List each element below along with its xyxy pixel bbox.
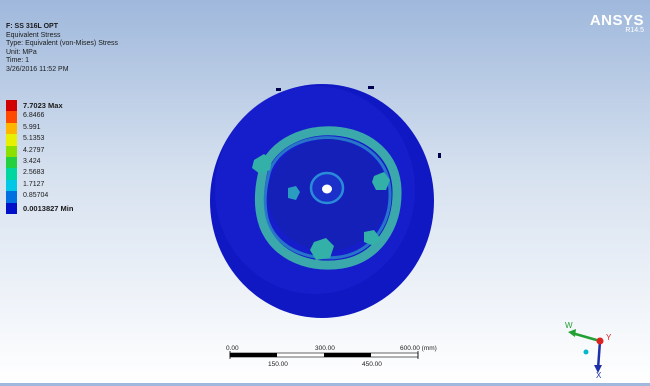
scale-label-150: 150.00 — [268, 361, 288, 368]
triad-w-axis — [571, 331, 601, 343]
legend-label: 1.7127 — [23, 180, 45, 188]
result-unit: Unit: MPa — [6, 48, 37, 56]
scale-bar: 0.00 300.00 600.00 (mm) 150.00 450.00 — [210, 338, 470, 378]
stress-patch-bottom-right — [364, 230, 380, 246]
stress-ring-outer — [254, 126, 402, 270]
result-date: 3/26/2016 11:52 PM — [6, 65, 69, 73]
rim-mark-1 — [276, 88, 281, 91]
legend-swatch — [6, 156, 17, 169]
result-type: Type: Equivalent (von-Mises) Stress — [6, 40, 119, 48]
stress-patch-left — [252, 154, 272, 174]
legend-swatch — [6, 122, 17, 135]
triad-label-w: W — [565, 321, 573, 330]
legend-label: 7.7023 Max — [23, 101, 63, 110]
stress-patch-mid — [288, 186, 300, 200]
stress-ring-inner — [263, 136, 392, 260]
legend-swatch — [6, 100, 17, 112]
result-time: Time: 1 — [6, 57, 30, 65]
scale-label-0: 0.00 — [226, 345, 239, 352]
brand-version: R14.5 — [625, 27, 644, 34]
triad-graphic — [568, 329, 604, 373]
legend-swatch — [6, 202, 17, 214]
legend-swatch — [6, 191, 17, 203]
legend-label: 0.85704 — [23, 192, 49, 200]
hub-hole — [322, 184, 332, 194]
legend-label: 5.1353 — [23, 135, 45, 143]
legend-label: 5.991 — [23, 123, 41, 131]
legend-swatch — [6, 168, 17, 180]
stress-patch-right — [372, 172, 390, 190]
scale-bar-graphic — [229, 351, 419, 359]
orientation-triad[interactable]: W Y X — [560, 315, 640, 386]
result-title: F: SS 316L OPT — [6, 23, 58, 30]
legend-swatch — [6, 134, 17, 146]
scale-label-450: 450.00 — [362, 361, 382, 368]
brand-name: ANSYS — [589, 12, 644, 29]
result-info-panel: F: SS 316L OPT Equivalent Stress Type: E… — [6, 23, 118, 75]
legend-swatch — [6, 111, 17, 123]
legend-label: 0.0013827 Min — [23, 203, 74, 213]
stress-patch-bottom-left — [310, 238, 334, 260]
rim-mark-3 — [438, 153, 441, 158]
legend-label: 6.8466 — [23, 112, 45, 120]
legend-swatch — [6, 145, 17, 157]
triad-origin — [596, 337, 604, 345]
result-name: Equivalent Stress — [6, 31, 61, 39]
triad-point — [583, 349, 589, 355]
legend-label: 4.2797 — [23, 146, 45, 154]
legend-swatch — [6, 179, 17, 192]
legend-label: 3.424 — [23, 157, 41, 165]
ansys-logo: ANSYS R14.5 — [590, 12, 644, 34]
scale-label-300: 300.00 — [315, 345, 335, 352]
triad-label-y: Y — [606, 333, 612, 342]
triad-x-axis — [596, 340, 602, 370]
legend-label: 2.5683 — [23, 169, 45, 177]
triad-label-x: X — [596, 371, 602, 380]
rim-mark-2 — [368, 86, 374, 89]
scale-label-600: 600.00 (mm) — [400, 345, 437, 352]
